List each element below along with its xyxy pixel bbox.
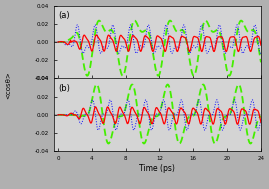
Text: (b): (b) [58, 84, 70, 93]
Text: <cosθ>: <cosθ> [5, 71, 11, 99]
X-axis label: Time (ps): Time (ps) [139, 164, 175, 173]
Text: (a): (a) [58, 11, 70, 20]
